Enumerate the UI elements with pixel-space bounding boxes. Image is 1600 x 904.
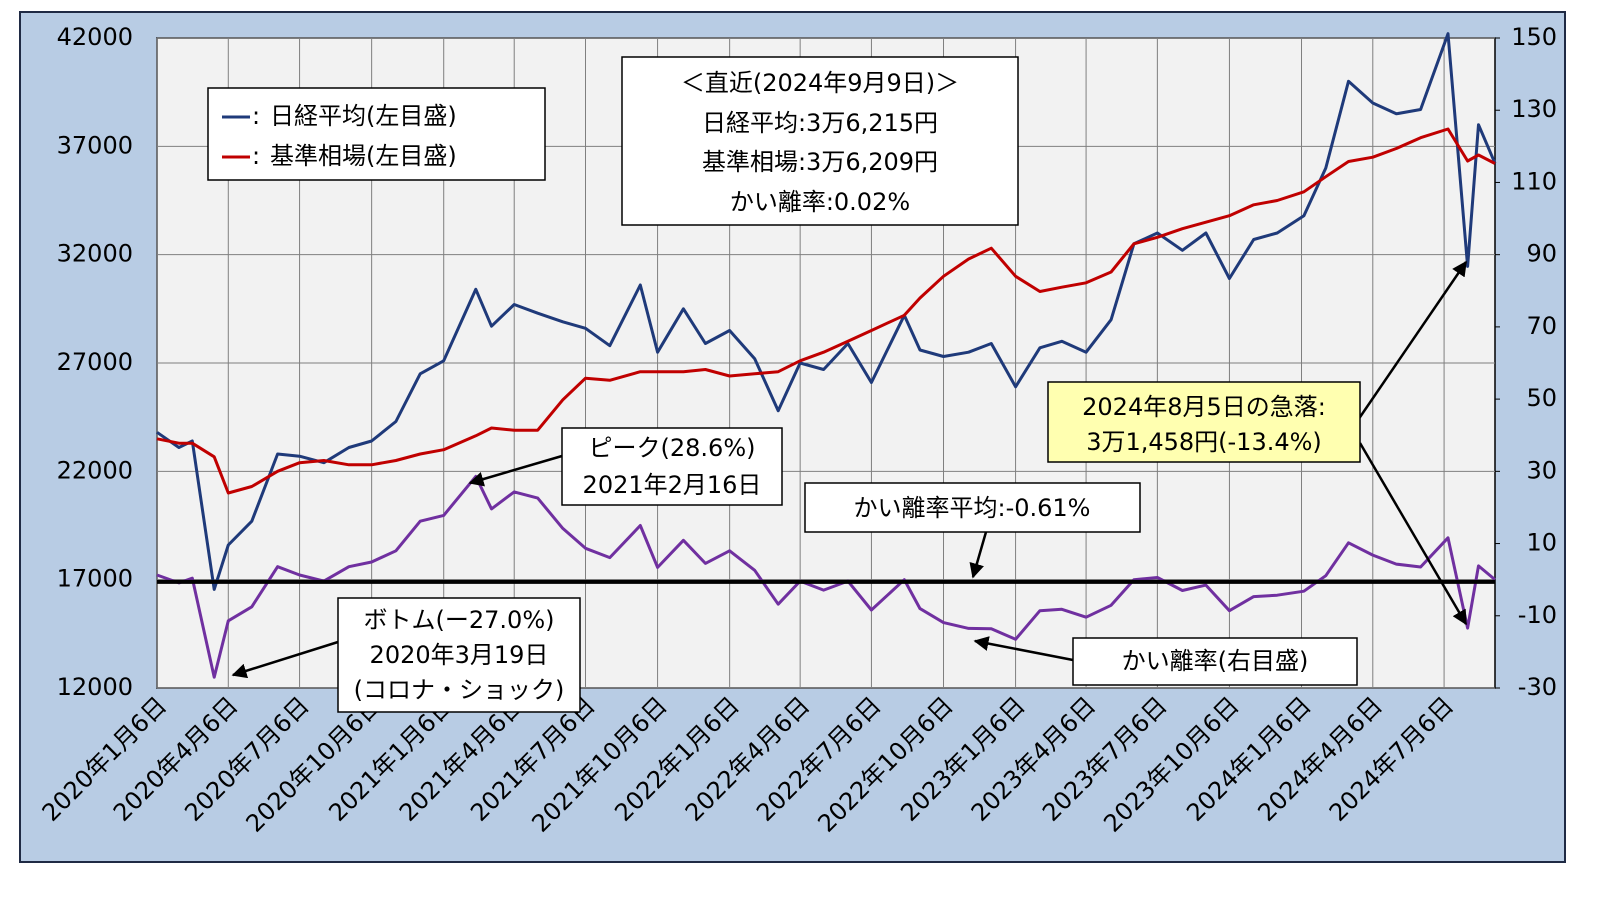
y-tick-label: 17000 [57, 565, 133, 593]
y2-tick-label: 70 [1526, 312, 1557, 340]
legend-separator: : [252, 142, 260, 170]
annotation: 2024年8月5日の急落: [1082, 393, 1326, 421]
gap-label-box: かい離率(右目盛) [973, 636, 1358, 686]
lines [156, 32, 1497, 679]
y2-tick-label: 30 [1526, 456, 1557, 484]
legend-label: 基準相場(左目盛) [270, 142, 457, 170]
y-tick-label: 12000 [57, 673, 133, 701]
y2-tick-label: -30 [1518, 673, 1557, 701]
series-label: かい離率(右目盛) [1122, 647, 1309, 675]
annotation: ＜直近(2024年9月9日)＞ [681, 69, 959, 97]
annotation: 2020年3月19日 [370, 641, 549, 669]
y2-tick-label: 90 [1526, 240, 1557, 268]
legend-label: 日経平均(左目盛) [270, 102, 457, 130]
annotation: 2021年2月16日 [583, 471, 762, 499]
y2-tick-label: 130 [1511, 95, 1557, 123]
y2-tick-label: 110 [1511, 167, 1557, 195]
average-label: かい離率平均:-0.61% [854, 494, 1091, 522]
series-line [156, 127, 1496, 495]
y2-tick-label: 150 [1511, 23, 1557, 51]
series-line [156, 32, 1497, 591]
legend: : : 日経平均(左目盛) 基準相場(左目盛) [207, 87, 546, 181]
annotation: ボトム(ー27.0%) [364, 606, 555, 634]
peak-box: ピーク(28.6%) 2021年2月16日 [468, 427, 783, 506]
legend-separator: : [252, 102, 260, 130]
y-tick-label: 27000 [57, 348, 133, 376]
annotation: 日経平均:3万6,215円 [702, 109, 938, 137]
crash-box: 2024年8月5日の急落: 3万1,458円(-13.4%) [1047, 260, 1468, 626]
y2-tick-label: 10 [1526, 529, 1557, 557]
annotation: かい離率:0.02% [730, 188, 910, 216]
y2-tick-label: -10 [1518, 601, 1557, 629]
y2-tick-label: 50 [1526, 384, 1557, 412]
y-tick-label: 22000 [57, 456, 133, 484]
bottom-box: ボトム(ー27.0%) 2020年3月19日 (コロナ・ショック) [231, 597, 581, 713]
annotation: 3万1,458円(-13.4%) [1086, 428, 1322, 456]
y-tick-label: 32000 [57, 240, 133, 268]
series-line [156, 474, 1496, 679]
y-tick-label: 42000 [57, 23, 133, 51]
annotation: ピーク(28.6%) [589, 434, 756, 462]
recent-box: ＜直近(2024年9月9日)＞ 日経平均:3万6,215円 基準相場:3万6,2… [621, 56, 1019, 226]
annotation: 基準相場:3万6,209円 [702, 148, 938, 176]
average-box: かい離率平均:-0.61% [804, 482, 1141, 579]
annotation: (コロナ・ショック) [354, 676, 565, 704]
y-tick-label: 37000 [57, 131, 133, 159]
